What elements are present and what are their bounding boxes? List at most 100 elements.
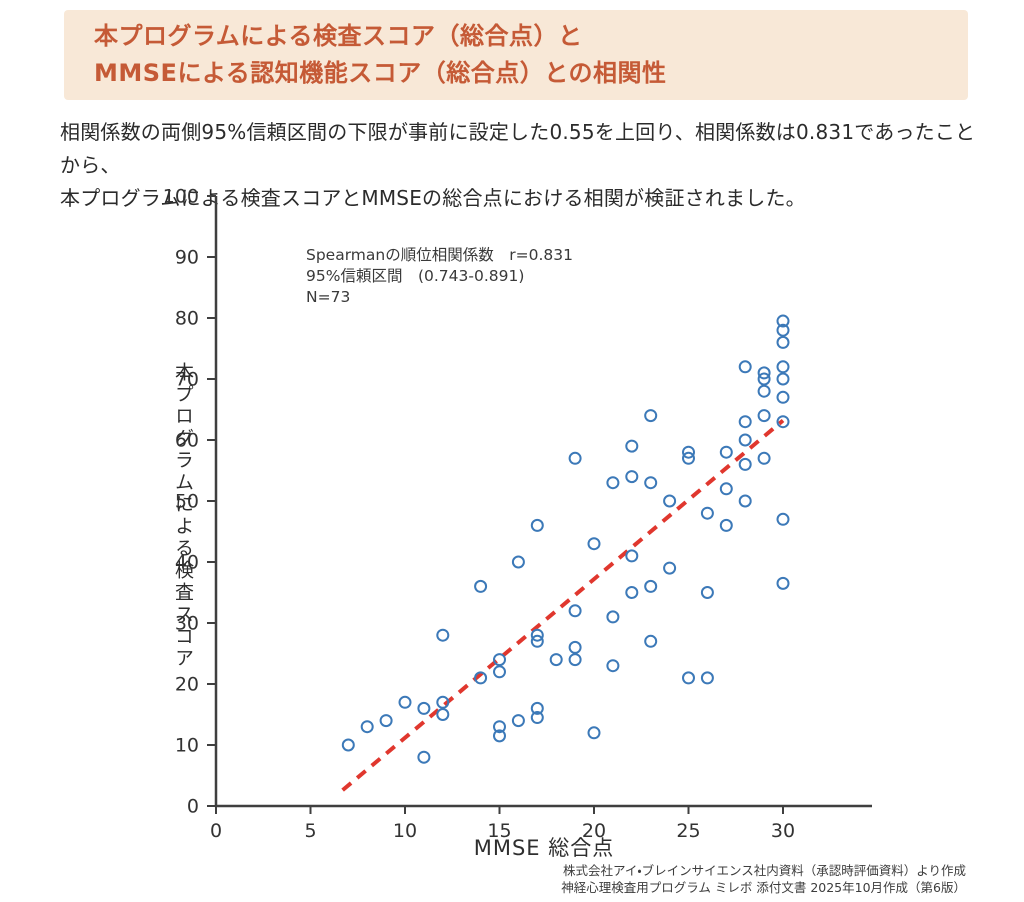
data-point	[700, 586, 714, 599]
data-point	[568, 451, 582, 465]
data-point	[493, 653, 506, 667]
x-tick-label: 10	[393, 820, 417, 842]
y-tick-label: 40	[175, 552, 199, 574]
y-tick-label: 70	[175, 369, 199, 391]
stats-spearman: Spearmanの順位相関係数 r=0.831	[306, 246, 573, 264]
data-point	[379, 714, 393, 728]
data-point	[568, 604, 582, 618]
x-tick-label: 25	[676, 820, 700, 842]
data-point	[474, 579, 488, 593]
data-point	[474, 671, 488, 685]
footer-document-line: 神経心理検査用プログラム ミレボ 添付文書 2025年10月作成（第6版）	[561, 880, 966, 895]
footer-note: 株式会社アイ・ブレインサイエンス社内資料（承認時評価資料）より作成 神経心理検査…	[366, 862, 966, 896]
data-point	[587, 726, 601, 740]
data-point	[776, 360, 790, 374]
data-point	[568, 640, 582, 654]
y-tick-label: 50	[175, 491, 199, 513]
data-point	[682, 451, 695, 465]
data-point	[776, 372, 790, 386]
data-point	[644, 476, 658, 490]
data-point	[757, 451, 771, 465]
data-point	[360, 720, 374, 734]
stats-annotation: Spearmanの順位相関係数 r=0.831 95%信頼区間 (0.743-0…	[306, 245, 573, 308]
y-tick-label: 60	[175, 430, 199, 452]
data-point	[776, 314, 790, 328]
data-point	[530, 518, 544, 532]
data-point	[511, 555, 525, 569]
data-point	[663, 494, 677, 508]
data-point	[719, 518, 733, 532]
y-tick-label: 10	[175, 735, 199, 757]
data-point	[776, 512, 790, 526]
data-point	[625, 549, 639, 563]
data-point	[757, 372, 771, 386]
stats-confidence-interval: 95%信頼区間 (0.743-0.891)	[306, 267, 525, 285]
data-point	[682, 445, 695, 459]
data-point	[700, 506, 714, 520]
page-title-line-2: MMSEによる認知機能スコア（総合点）との相関性	[94, 59, 667, 87]
data-point	[663, 561, 677, 575]
data-point	[417, 750, 431, 764]
data-point	[606, 476, 620, 490]
x-tick-label: 20	[582, 820, 606, 842]
data-point	[417, 701, 431, 715]
data-point	[587, 537, 601, 551]
data-point	[644, 409, 658, 423]
data-point	[530, 634, 544, 648]
data-point	[776, 576, 790, 590]
data-point	[644, 579, 658, 593]
data-point	[625, 470, 639, 484]
data-point	[625, 439, 639, 453]
data-point	[682, 671, 695, 685]
y-tick-label: 80	[175, 308, 199, 330]
data-point	[757, 409, 771, 423]
data-point	[530, 701, 544, 715]
data-point	[436, 708, 450, 721]
y-tick-label: 90	[175, 247, 199, 269]
data-point	[700, 671, 714, 685]
data-point	[738, 360, 752, 374]
data-point	[738, 457, 752, 471]
data-point	[530, 711, 544, 725]
y-tick-label: 20	[175, 674, 199, 696]
y-tick-label: 30	[175, 613, 199, 635]
data-point	[341, 738, 355, 752]
data-point	[719, 482, 733, 496]
data-point	[757, 384, 771, 398]
y-tick-label: 0	[187, 796, 199, 818]
data-point	[625, 586, 639, 599]
data-point	[738, 415, 752, 429]
data-point	[776, 335, 790, 349]
data-point	[776, 390, 790, 404]
data-point	[549, 653, 563, 667]
x-tick-label: 5	[304, 820, 316, 842]
data-point	[606, 610, 620, 624]
data-point	[776, 415, 790, 429]
footer-source-line: 株式会社アイ・ブレインサイエンス社内資料（承認時評価資料）より作成	[562, 863, 966, 878]
data-point	[757, 366, 771, 380]
scatter-chart: 0 10 20 30 40 50 60 70 80 90 100 0 5 10 15 20 25 30	[163, 186, 872, 842]
intro-paragraph: 相関係数の両側95%信頼区間の下限が事前に設定した0.55を上回り、相関係数は0…	[60, 116, 980, 215]
stats-sample-size: N=73	[306, 288, 351, 306]
header-band: 本プログラムによる検査スコア（総合点）と MMSEによる認知機能スコア（総合点）…	[64, 10, 968, 100]
data-point	[719, 445, 733, 459]
y-tick-label: 100	[163, 186, 199, 208]
intro-line-1: 相関係数の両側95%信頼区間の下限が事前に設定した0.55を上回り、相関係数は0…	[60, 120, 976, 177]
data-point	[738, 494, 752, 508]
trend-line	[341, 418, 785, 792]
page-title-line-1: 本プログラムによる検査スコア（総合点）と	[94, 22, 583, 50]
y-axis-label: 本プログラムによる検査スコア	[172, 362, 194, 670]
data-point	[436, 695, 450, 709]
data-point	[493, 720, 506, 734]
intro-line-2: 本プログラムによる検査スコアとMMSEの総合点における相関が検証されました。	[60, 186, 806, 210]
x-axis-label: MMSE 総合点	[473, 836, 615, 860]
data-point	[568, 653, 582, 667]
x-tick-label: 15	[487, 820, 511, 842]
data-point	[776, 323, 790, 337]
x-tick-label: 0	[210, 820, 222, 842]
data-point	[644, 634, 658, 648]
data-point	[606, 659, 620, 673]
data-point	[530, 628, 544, 642]
data-point	[493, 665, 506, 679]
data-point	[738, 433, 752, 447]
